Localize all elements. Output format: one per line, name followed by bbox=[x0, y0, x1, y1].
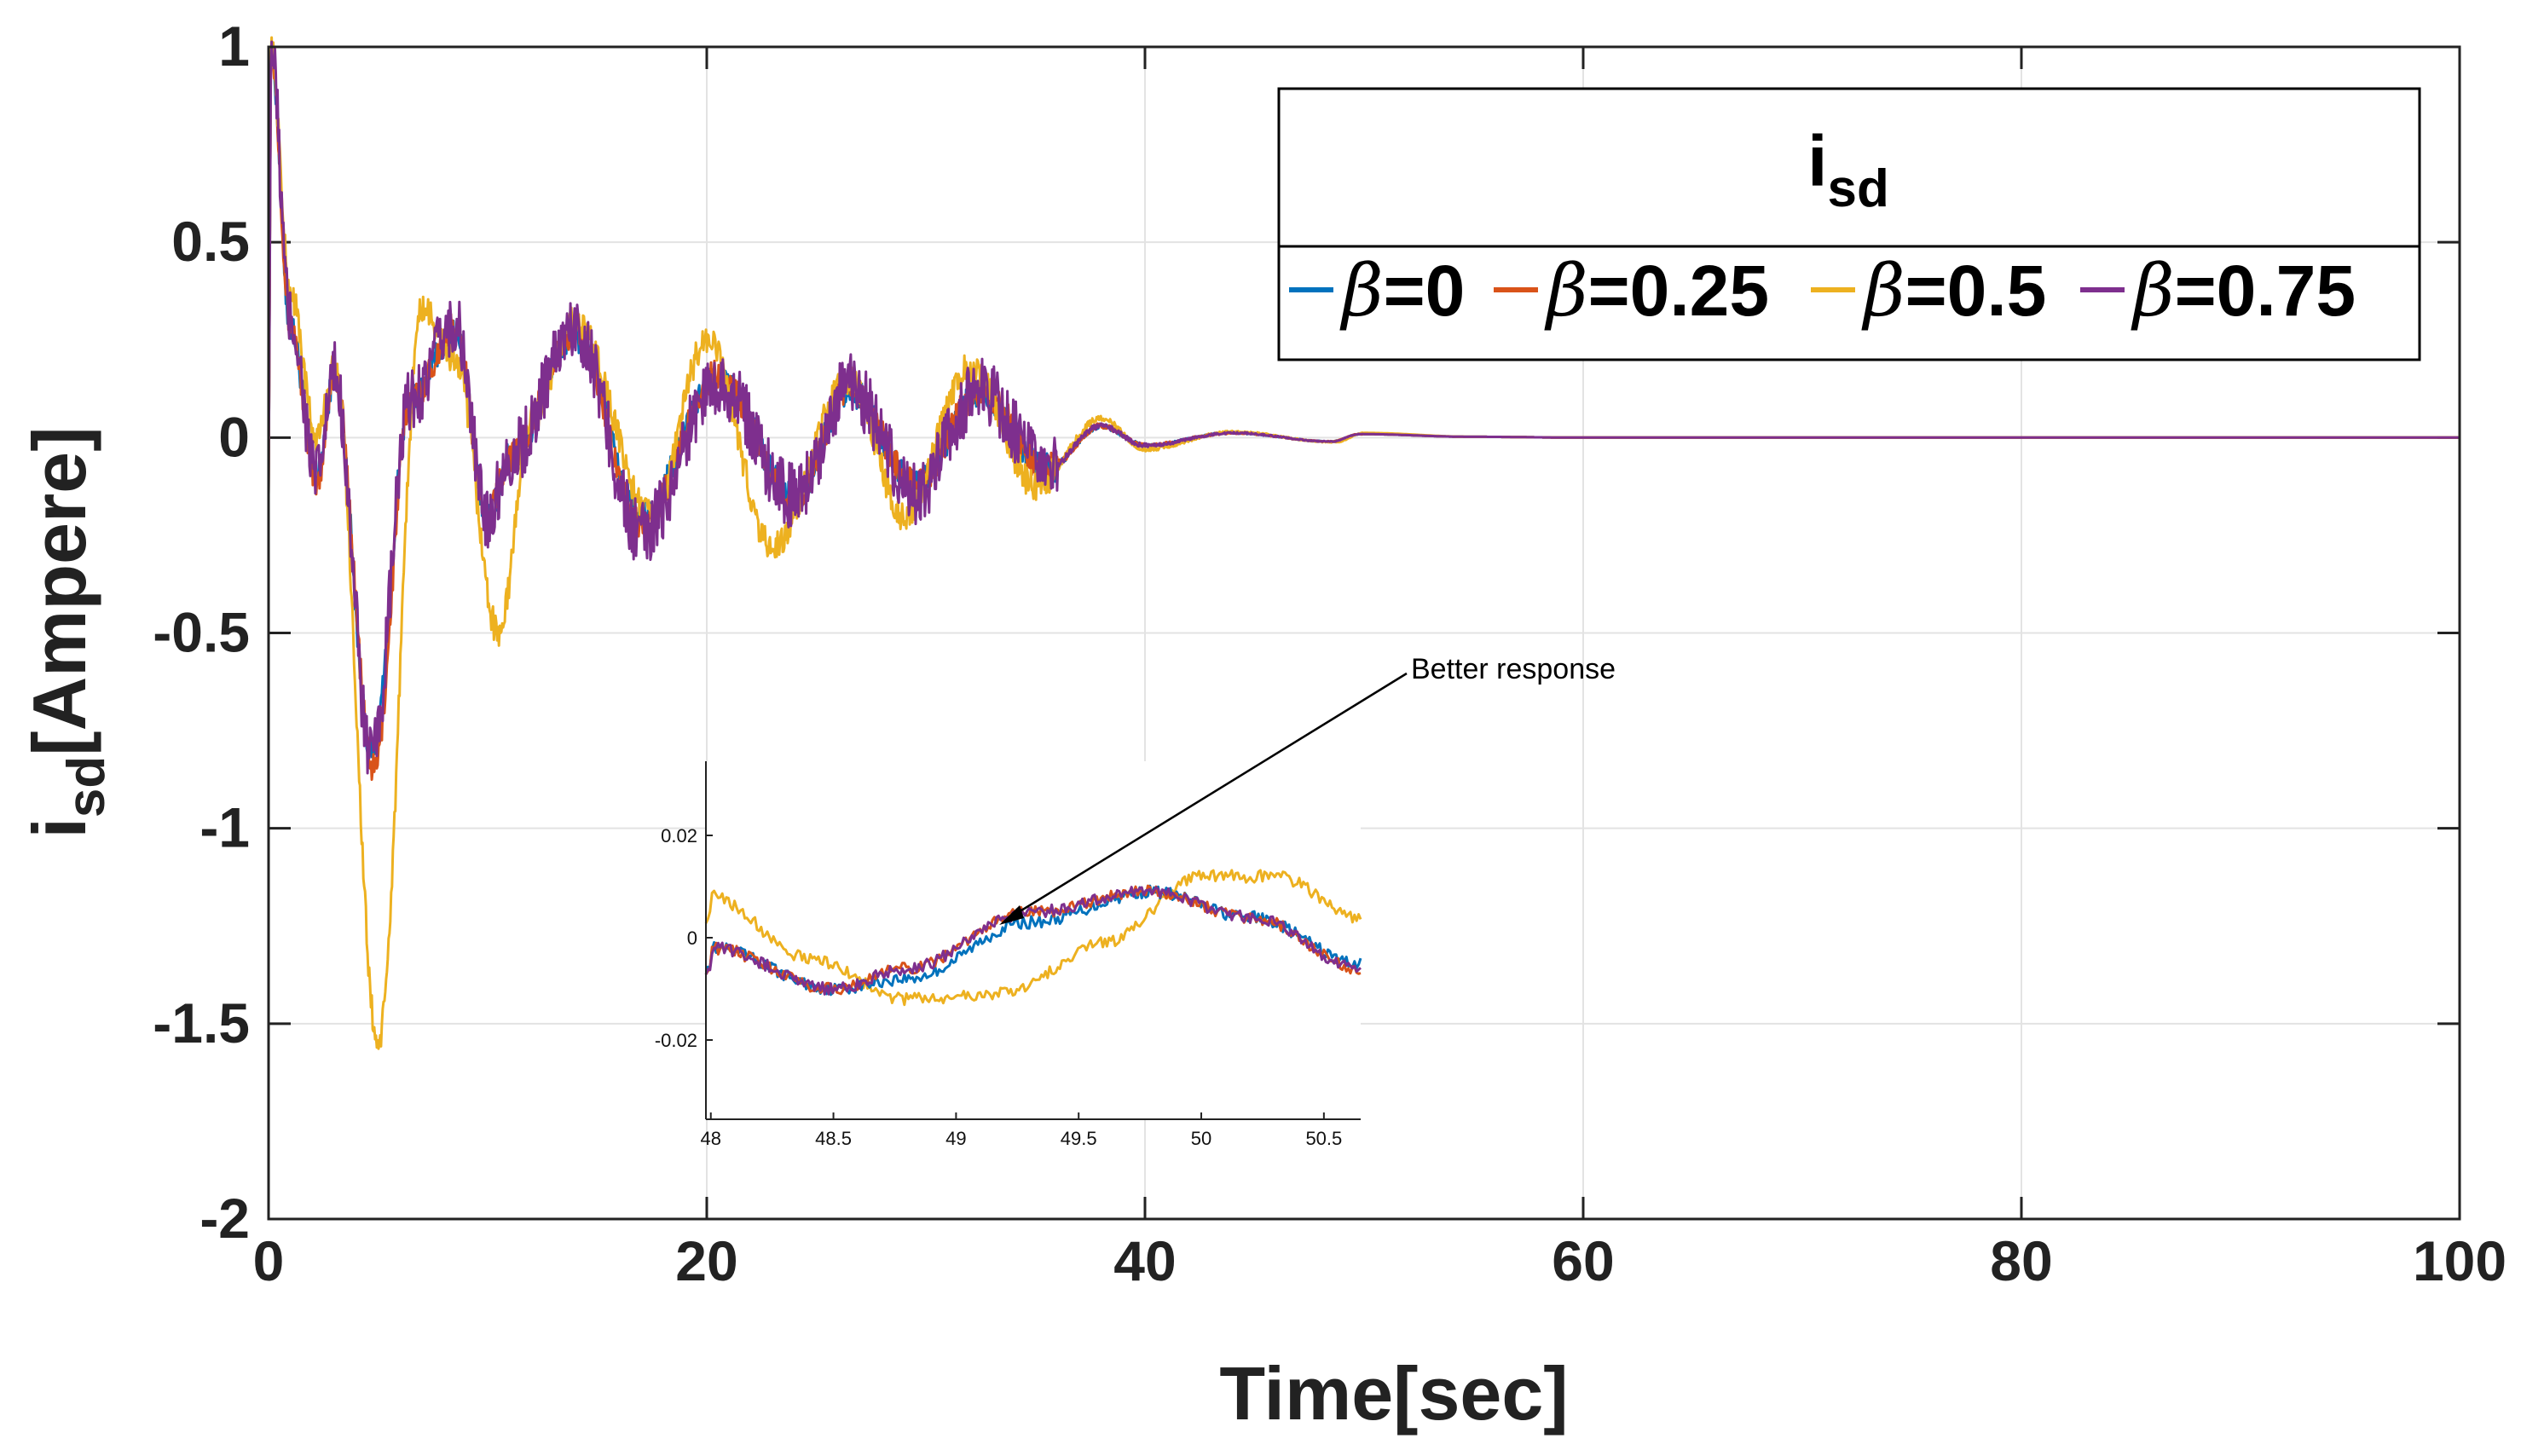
y-tick-label: -1 bbox=[199, 796, 250, 859]
x-tick-label: 80 bbox=[1990, 1229, 2052, 1292]
annotation-arrow-line bbox=[1009, 672, 1408, 919]
inset-series-layer bbox=[704, 869, 1362, 1007]
inset-ticks: 48 48.5 49 49.5 50 50.5 -0.02 0 0.02 bbox=[655, 825, 1342, 1149]
x-tick-label: 100 bbox=[2413, 1229, 2507, 1292]
legend-box bbox=[1277, 87, 2421, 361]
y-tick-label: -1.5 bbox=[153, 991, 250, 1054]
legend-entries: β=0 β=0.25 β=0.5 β=0.75 bbox=[1289, 249, 2356, 332]
x-tick-label: 0 bbox=[253, 1229, 285, 1292]
inset-series-line-3 bbox=[704, 886, 1362, 996]
y-axis-label: isd[Ampere] bbox=[17, 426, 116, 838]
inset-x-tick-label: 48.5 bbox=[815, 1128, 852, 1149]
series-line-3 bbox=[267, 40, 2460, 775]
inset-x-tick-label: 48 bbox=[701, 1128, 721, 1149]
inset-y-tick-label: 0.02 bbox=[661, 825, 697, 846]
series-layer bbox=[267, 36, 2460, 1050]
y-tick-label: 0 bbox=[218, 405, 250, 468]
y-tick-label: -2 bbox=[199, 1187, 250, 1250]
x-axis-label: Time[sec] bbox=[1219, 1351, 1568, 1436]
inset-series-line-2 bbox=[704, 869, 1362, 1007]
legend: isd β=0 β=0.25 β=0.5 β=0.75 bbox=[1277, 87, 2421, 361]
x-tick-label: 60 bbox=[1552, 1229, 1614, 1292]
y-tick-label: 1 bbox=[218, 14, 250, 78]
inset-x-tick-label: 50.5 bbox=[1305, 1128, 1342, 1149]
legend-title: isd bbox=[1807, 121, 1889, 218]
annotation-text: Better response bbox=[1411, 653, 1616, 685]
inset-plot-area bbox=[706, 761, 1361, 1119]
legend-entry-2: β=0.5 bbox=[1861, 249, 2046, 332]
annotation-arrow-head bbox=[999, 905, 1024, 925]
legend-entry-0: β=0 bbox=[1339, 249, 1465, 332]
inset-x-tick-label: 49.5 bbox=[1061, 1128, 1097, 1149]
inset-x-tick-label: 50 bbox=[1191, 1128, 1211, 1149]
inset-y-tick-label: 0 bbox=[687, 927, 697, 949]
inset-y-tick-label: -0.02 bbox=[655, 1030, 697, 1051]
legend-entry-3: β=0.75 bbox=[2131, 249, 2356, 332]
x-tick-label: 40 bbox=[1113, 1229, 1176, 1292]
y-tick-label: 0.5 bbox=[171, 210, 250, 273]
y-tick-label: -0.5 bbox=[153, 601, 250, 664]
x-tick-label: 20 bbox=[675, 1229, 737, 1292]
tick-labels: 0 20 40 60 80 100 -2 -1.5 -1 -0.5 0 0.5 1 bbox=[153, 14, 2507, 1292]
plot-frame bbox=[267, 45, 2461, 1221]
legend-entry-1: β=0.25 bbox=[1544, 249, 1769, 332]
annotation: Better response bbox=[999, 653, 1616, 925]
inset-x-tick-label: 49 bbox=[945, 1128, 966, 1149]
inset-chart: 48 48.5 49 49.5 50 50.5 -0.02 0 0.02 bbox=[655, 761, 1362, 1149]
